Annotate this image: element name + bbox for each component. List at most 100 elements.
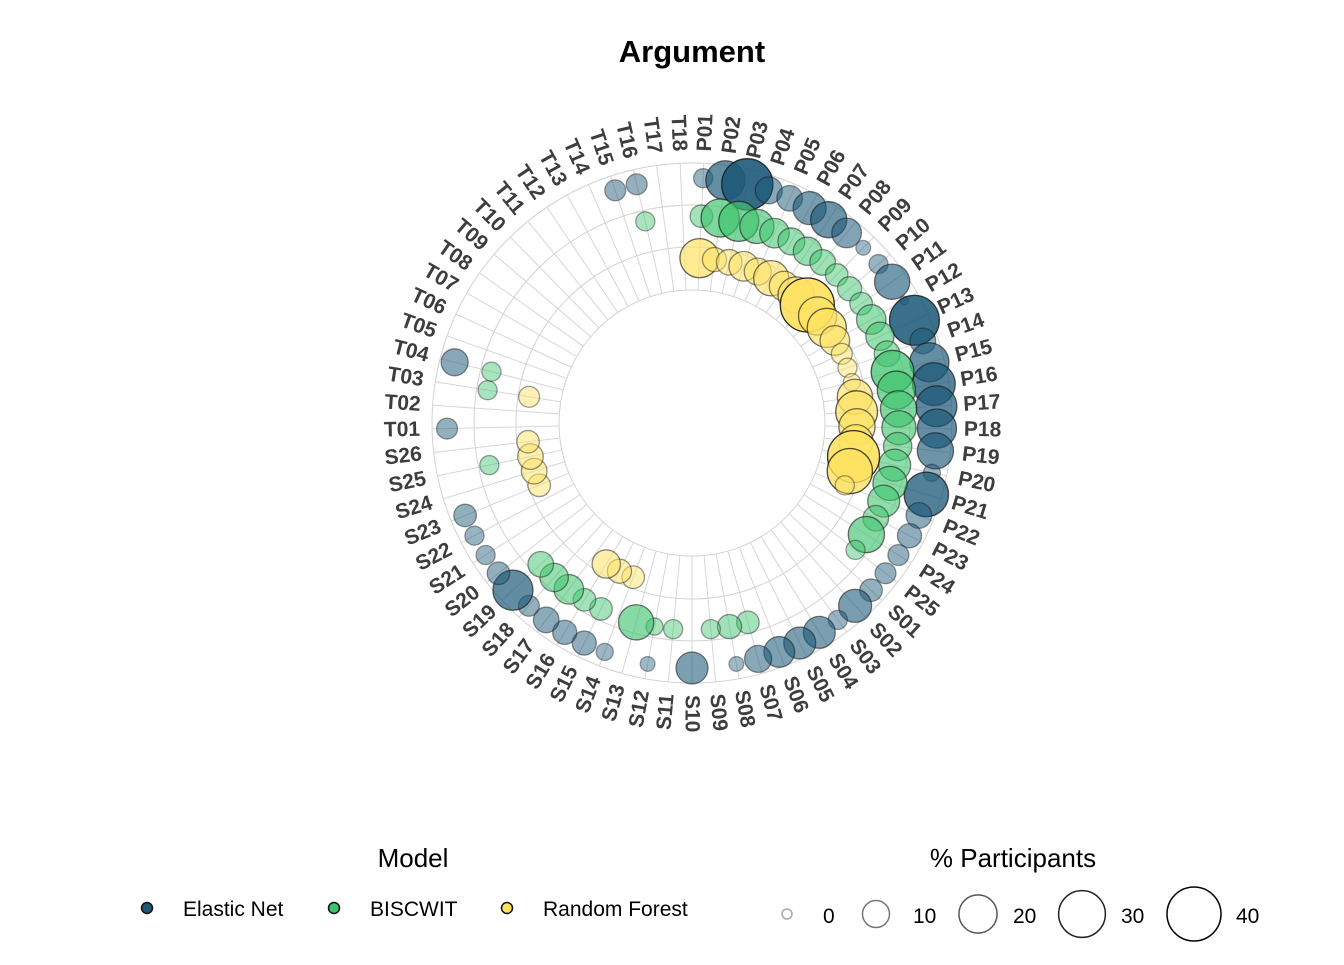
legend-size-title: % Participants <box>930 843 1096 873</box>
data-point <box>819 325 851 356</box>
grid-spoke <box>466 292 578 357</box>
grid-spoke <box>644 553 669 679</box>
data-point <box>635 211 656 232</box>
grid-spoke <box>479 272 584 347</box>
legend-size-swatch <box>861 899 891 929</box>
data-point <box>517 385 541 408</box>
data-point <box>834 475 856 496</box>
data-point <box>532 606 560 634</box>
legend-color-swatch <box>327 901 341 915</box>
grid-spoke <box>715 553 740 679</box>
grid-spoke <box>486 504 588 583</box>
grid-spoke <box>435 381 561 403</box>
data-point <box>453 503 478 528</box>
data-point <box>837 357 858 378</box>
legend-size-label: 30 <box>1121 905 1144 928</box>
legend-color-keys: Elastic Net BISCWIT Random Forest <box>140 898 688 921</box>
category-label: T02 <box>384 390 422 415</box>
grid-spoke <box>788 513 883 601</box>
data-point <box>464 525 485 546</box>
data-point <box>831 217 863 249</box>
grid-ring <box>558 289 826 557</box>
data-point <box>824 263 849 287</box>
grid-spoke <box>598 547 646 667</box>
data-point <box>826 447 874 495</box>
category-label: S09 <box>705 693 731 732</box>
data-point <box>625 173 648 196</box>
data-point <box>662 618 684 640</box>
data-point <box>743 644 773 674</box>
grid-spoke <box>546 206 619 313</box>
category-label: P18 <box>964 418 1002 442</box>
data-point <box>440 348 469 377</box>
category-label: S26 <box>383 442 423 469</box>
data-point <box>516 443 544 471</box>
data-point <box>571 630 597 656</box>
data-point <box>591 549 622 579</box>
data-point <box>837 588 873 623</box>
legend-color-label: BISCWIT <box>370 898 458 921</box>
grid-spoke <box>509 236 600 329</box>
grid-spoke <box>493 253 592 338</box>
data-point <box>595 642 614 662</box>
grid-spoke <box>432 404 560 415</box>
data-point <box>916 432 955 470</box>
grid-spoke <box>455 313 572 368</box>
chart-title: Argument <box>619 34 765 69</box>
data-point <box>492 569 534 611</box>
legend-color-swatch <box>500 901 514 915</box>
data-point <box>873 263 911 300</box>
data-point <box>700 618 722 640</box>
data-point <box>887 543 910 567</box>
category-label: P19 <box>961 442 1001 469</box>
legend-color-title: Model <box>378 843 449 873</box>
data-point <box>716 613 743 640</box>
legend-size-swatch <box>958 894 998 934</box>
legend: Model Elastic Net BISCWIT Random Forest % … <box>140 843 1259 942</box>
grid-spoke <box>472 494 581 564</box>
grid-spoke <box>796 504 898 583</box>
data-point <box>845 539 866 561</box>
legend-size-label: 10 <box>913 905 936 928</box>
category-label: S12 <box>625 688 654 729</box>
category-label: P01 <box>693 113 718 152</box>
grid-spoke <box>433 437 560 454</box>
category-label: S08 <box>730 688 759 729</box>
data-point <box>435 417 459 440</box>
category-label: T17 <box>639 116 667 155</box>
grid-spoke <box>770 529 848 633</box>
data-points <box>435 158 958 685</box>
data-point <box>809 248 837 276</box>
grid-spoke <box>667 555 681 682</box>
data-point <box>675 651 709 685</box>
data-point <box>516 429 541 454</box>
category-label: S10 <box>681 695 704 732</box>
data-point <box>475 544 496 566</box>
grid-spoke <box>703 555 717 682</box>
data-point <box>621 565 646 590</box>
legend-size-swatch <box>1166 886 1222 942</box>
data-point <box>639 655 656 672</box>
data-point <box>830 342 853 365</box>
data-point <box>896 522 923 549</box>
data-point <box>836 276 863 302</box>
legend-size-label: 20 <box>1013 905 1036 928</box>
grid-spoke <box>577 542 634 657</box>
data-point <box>477 379 498 401</box>
data-point <box>905 502 933 529</box>
data-point <box>527 550 555 578</box>
category-label: T18 <box>666 115 691 153</box>
grid-spoke <box>527 220 609 321</box>
grid-spoke <box>451 472 570 522</box>
grid-spoke <box>460 483 575 544</box>
legend-color-label: Elastic Net <box>183 898 284 921</box>
grid-spoke <box>632 169 663 294</box>
data-point <box>855 239 872 256</box>
legend-size-label: 0 <box>823 905 835 928</box>
grid-spoke <box>432 425 560 430</box>
category-label: S11 <box>653 693 679 731</box>
data-point <box>479 454 500 476</box>
grid-spoke <box>656 165 675 292</box>
